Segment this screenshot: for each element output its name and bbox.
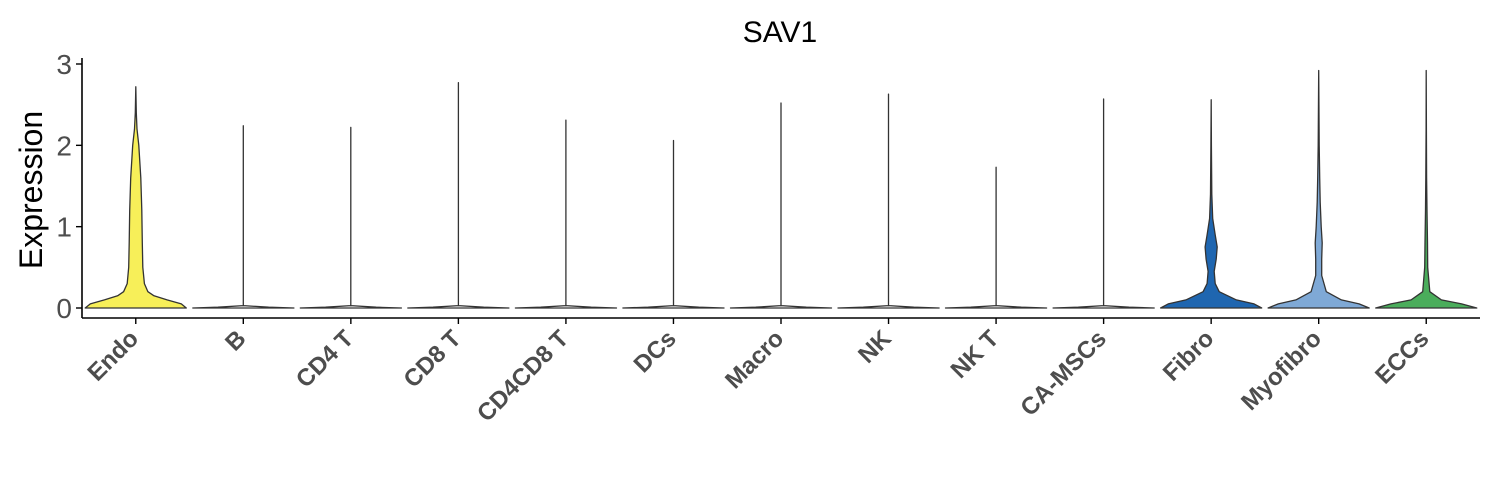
y-axis: 0 1 2 3 [56, 49, 83, 324]
x-tick-label: CA-MSCs [1015, 325, 1111, 421]
violin-dcs [622, 139, 725, 309]
x-tick-label: Endo [82, 325, 144, 387]
y-tick-label: 3 [56, 49, 72, 80]
chart-title: SAV1 [743, 16, 818, 49]
violin-b [192, 125, 295, 309]
x-tick-label: Myofibro [1236, 325, 1327, 416]
x-tick-label: NK [853, 325, 897, 369]
violin-nk [837, 93, 940, 309]
x-tick-label: Fibro [1158, 325, 1220, 387]
violin-eccs [1375, 69, 1478, 309]
violin-myofibro [1267, 69, 1370, 309]
x-tick-label: CD4CD8 T [472, 325, 574, 427]
violin-endo [84, 86, 187, 309]
violin-cd4cd8-t [514, 119, 618, 309]
y-tick-label: 1 [56, 212, 72, 243]
violin-cd8-t [407, 82, 510, 309]
x-tick-labels: Endo B CD4 T CD8 T CD4CD8 T DCs Macro NK NK T CA-… [82, 318, 1434, 427]
x-tick-label: DCs [629, 325, 682, 378]
violin-fibro [1159, 99, 1263, 309]
x-tick-label: B [220, 325, 251, 356]
violin-macro [729, 102, 833, 309]
x-tick-label: NK T [946, 325, 1005, 384]
x-tick-label: Macro [720, 325, 789, 394]
violins-group [84, 69, 1478, 309]
violin-ca-mscs [1052, 98, 1155, 309]
x-tick-label: ECCs [1370, 325, 1434, 389]
violin-cd4-t [299, 126, 403, 309]
y-axis-label: Expression [13, 111, 49, 269]
violin-nk-t [944, 166, 1048, 309]
x-tick-label: CD8 T [399, 325, 467, 393]
x-tick-label: CD4 T [291, 325, 359, 393]
y-tick-label: 0 [56, 293, 72, 324]
y-tick-label: 2 [56, 130, 72, 161]
